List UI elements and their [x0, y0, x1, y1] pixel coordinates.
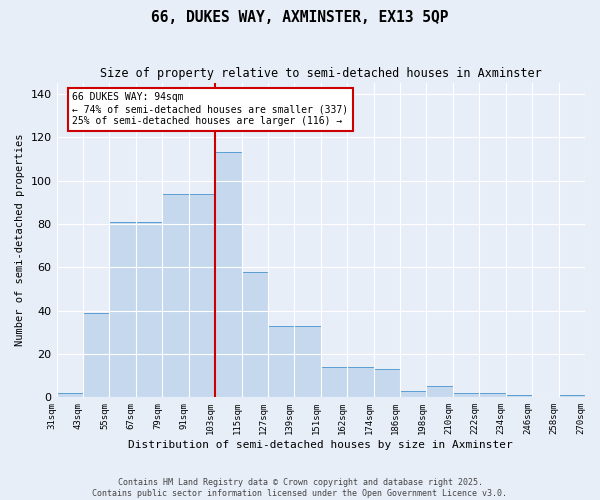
- Bar: [295, 326, 321, 398]
- Bar: [374, 369, 400, 398]
- Bar: [56, 393, 83, 398]
- Bar: [268, 326, 295, 398]
- Bar: [188, 194, 215, 398]
- Bar: [321, 367, 347, 398]
- Bar: [162, 194, 188, 398]
- Bar: [242, 272, 268, 398]
- Bar: [136, 222, 162, 398]
- Bar: [83, 313, 109, 398]
- Y-axis label: Number of semi-detached properties: Number of semi-detached properties: [15, 134, 25, 346]
- Bar: [347, 367, 374, 398]
- Text: Contains HM Land Registry data © Crown copyright and database right 2025.
Contai: Contains HM Land Registry data © Crown c…: [92, 478, 508, 498]
- Bar: [215, 152, 242, 398]
- X-axis label: Distribution of semi-detached houses by size in Axminster: Distribution of semi-detached houses by …: [128, 440, 513, 450]
- Bar: [506, 395, 532, 398]
- Bar: [427, 386, 453, 398]
- Bar: [400, 391, 427, 398]
- Bar: [453, 393, 479, 398]
- Title: Size of property relative to semi-detached houses in Axminster: Size of property relative to semi-detach…: [100, 68, 542, 80]
- Bar: [479, 393, 506, 398]
- Text: 66 DUKES WAY: 94sqm
← 74% of semi-detached houses are smaller (337)
25% of semi-: 66 DUKES WAY: 94sqm ← 74% of semi-detach…: [73, 92, 349, 126]
- Bar: [109, 222, 136, 398]
- Text: 66, DUKES WAY, AXMINSTER, EX13 5QP: 66, DUKES WAY, AXMINSTER, EX13 5QP: [151, 10, 449, 25]
- Bar: [559, 395, 585, 398]
